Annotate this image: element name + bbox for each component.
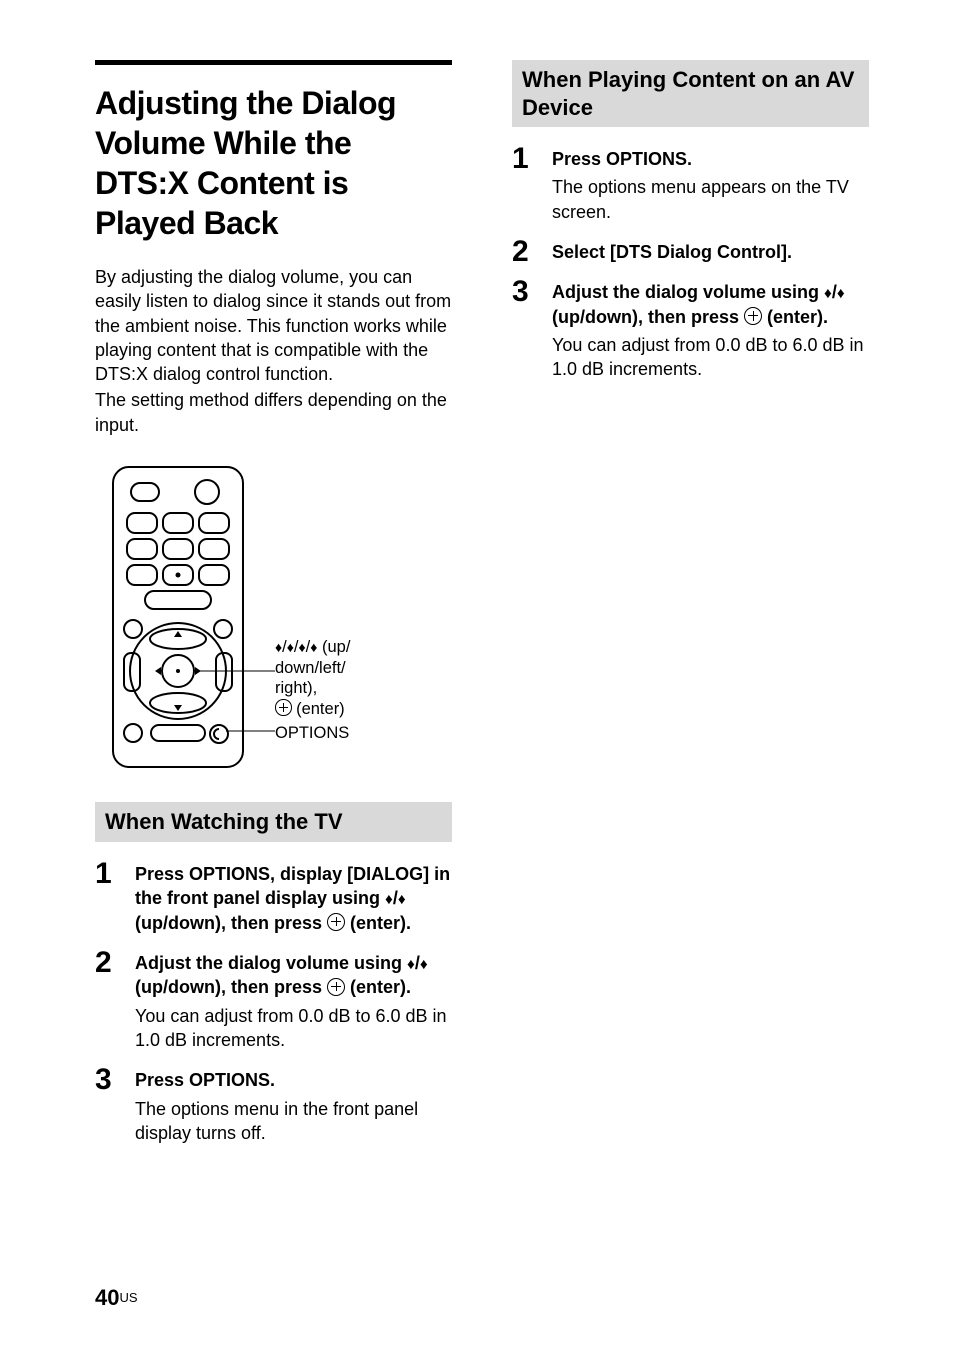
remote-label-enter: (enter) [292,700,345,718]
intro-text-1: By adjusting the dialog volume, you can … [95,265,452,386]
step-item: Adjust the dialog volume using ♦/♦ (up/d… [95,951,452,1053]
step-item: Adjust the dialog volume using ♦/♦ (up/d… [512,280,869,382]
step-text: (up/down), then press [135,913,327,933]
enter-icon [275,699,292,716]
remote-label-dpad: ♦/♦/♦/♦ (up/down/left/right), (enter) [275,637,350,720]
steps-right: Press OPTIONS. The options menu appears … [512,147,869,382]
step-body: You can adjust from 0.0 dB to 6.0 dB in … [552,333,869,382]
remote-label-options: OPTIONS [275,723,349,744]
step-body: The options menu appears on the TV scree… [552,175,869,224]
main-title: Adjusting the Dialog Volume While the DT… [95,83,452,243]
page-number: 40US [95,1285,138,1311]
step-item: Select [DTS Dialog Control]. [512,240,869,264]
arrow-up-icon: ♦ [407,955,415,976]
arrow-down-icon: ♦ [837,284,845,305]
enter-icon [327,978,345,996]
step-bold: Adjust the dialog volume using ♦/♦ (up/d… [135,953,428,998]
step-bold: Adjust the dialog volume using ♦/♦ (up/d… [552,282,845,327]
remote-illustration-block: ♦/♦/♦/♦ (up/down/left/right), (enter) OP… [95,461,452,776]
step-body: The options menu in the front panel disp… [135,1097,452,1146]
arrow-down-icon: ♦ [398,890,406,911]
step-bold: Press OPTIONS. [135,1070,275,1090]
section-bar-av: When Playing Content on an AV Device [512,60,869,127]
step-text: (enter). [345,977,411,997]
arrow-down-icon: ♦ [420,955,428,976]
steps-left: Press OPTIONS, display [DIALOG] in the f… [95,862,452,1146]
section-bar-tv: When Watching the TV [95,802,452,842]
page-suffix: US [119,1290,137,1305]
step-text: (enter). [762,307,828,327]
intro-text-2: The setting method differs depending on … [95,388,452,437]
step-text: (enter). [345,913,411,933]
step-item: Press OPTIONS. The options menu in the f… [95,1068,452,1145]
step-text: Adjust the dialog volume using [135,953,407,973]
step-text: (up/down), then press [135,977,327,997]
remote-svg [95,461,275,776]
left-column: Adjusting the Dialog Volume While the DT… [95,60,452,1161]
enter-icon [327,913,345,931]
enter-icon [744,307,762,325]
arrow-up-icon: ♦ [824,284,832,305]
step-text: (up/down), then press [552,307,744,327]
remote-labels: ♦/♦/♦/♦ (up/down/left/right), (enter) OP… [275,461,452,776]
arrow-up-icon: ♦ [275,639,282,657]
page-columns: Adjusting the Dialog Volume While the DT… [95,60,869,1161]
right-column: When Playing Content on an AV Device Pre… [512,60,869,1161]
step-item: Press OPTIONS, display [DIALOG] in the f… [95,862,452,935]
arrow-left-icon: ♦ [299,639,306,657]
arrow-right-icon: ♦ [310,639,317,657]
top-rule [95,60,452,65]
arrow-up-icon: ♦ [385,890,393,911]
step-text: Adjust the dialog volume using [552,282,824,302]
page-number-value: 40 [95,1285,119,1310]
step-body: You can adjust from 0.0 dB to 6.0 dB in … [135,1004,452,1053]
step-item: Press OPTIONS. The options menu appears … [512,147,869,224]
step-bold: Press OPTIONS, display [DIALOG] in the f… [135,864,450,933]
arrow-down-icon: ♦ [287,639,294,657]
step-bold: Select [DTS Dialog Control]. [552,242,792,262]
step-bold: Press OPTIONS. [552,149,692,169]
